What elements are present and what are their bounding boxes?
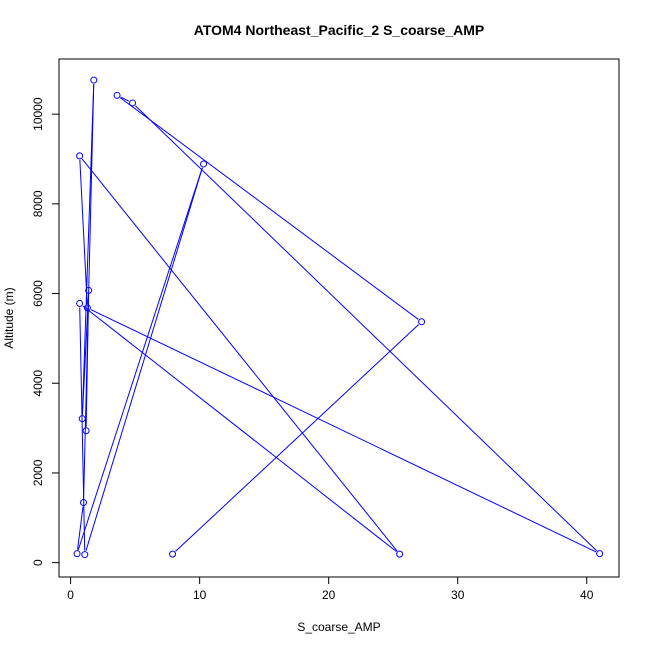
y-tick-label: 4000 [31,370,45,397]
chart-title: ATOM4 Northeast_Pacific_2 S_coarse_AMP [194,22,485,38]
x-tick-label: 0 [67,588,74,602]
y-axis: 0 2000 4000 6000 8000 10000 [31,97,60,566]
series-segment [77,167,203,551]
data-point [76,299,84,307]
y-tick-label: 10000 [31,97,45,131]
series-segment [81,294,89,415]
data-point [76,152,84,160]
series-segment [120,96,130,102]
series-segment [81,158,398,552]
series-segment [83,84,95,499]
series-segment [79,307,86,551]
series-segment [85,167,203,551]
y-tick-label: 0 [31,559,45,566]
series-segment [77,506,84,550]
series-segment [81,84,95,415]
data-point [396,550,404,558]
y-tick-label: 2000 [31,459,45,486]
y-tick-label: 6000 [31,280,45,307]
x-axis: 0 10 20 30 40 [67,576,594,602]
plot-frame [58,58,620,578]
data-point [418,318,426,326]
data-point [129,99,137,107]
data-point [596,550,604,558]
data-point [81,551,89,559]
data-point [200,160,208,168]
y-tick-label: 8000 [31,190,45,217]
series-segment [135,105,598,552]
data-point [169,550,177,558]
x-axis-label: S_coarse_AMP [297,620,380,634]
series-points [73,76,604,559]
series-segment [82,305,397,553]
series-lines [77,84,598,553]
series-segment [79,159,88,304]
x-tick-label: 20 [322,588,336,602]
data-point [113,91,121,99]
data-point [82,427,90,435]
series-segment [119,97,419,320]
data-point [90,76,98,84]
series-segment [175,324,419,552]
series-segment [90,309,597,553]
data-point [83,304,91,312]
data-point [85,286,93,294]
data-point [78,415,86,423]
data-point [73,550,81,558]
x-tick-label: 10 [193,588,207,602]
y-axis-label: Altitude (m) [2,287,16,348]
series-segment [85,294,90,427]
data-point [80,499,88,507]
x-tick-label: 40 [580,588,594,602]
x-tick-label: 30 [451,588,465,602]
